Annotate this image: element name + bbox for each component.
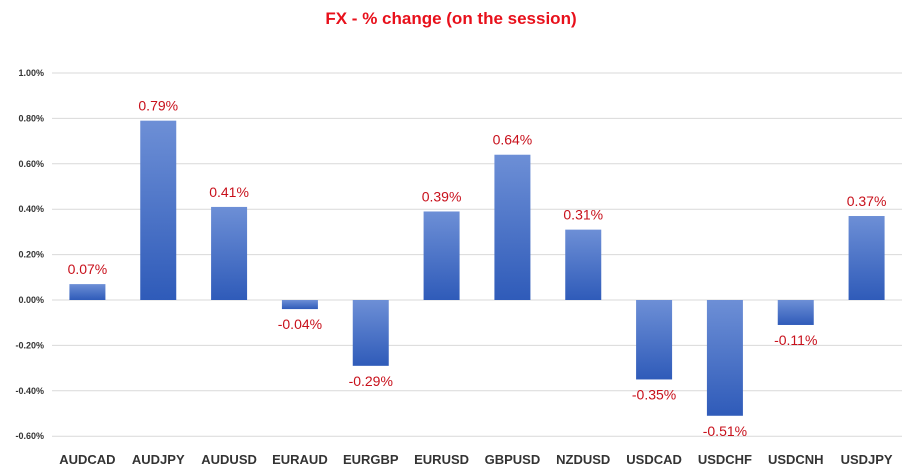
data-label: -0.35% <box>632 386 676 402</box>
data-label: 0.31% <box>563 207 603 223</box>
data-label: -0.51% <box>703 423 747 439</box>
category-label: EURAUD <box>272 452 328 467</box>
data-label: 0.39% <box>422 188 462 204</box>
category-label: USDCHF <box>698 452 752 467</box>
category-label: NZDUSD <box>556 452 610 467</box>
data-label: 0.41% <box>209 184 249 200</box>
bar-audcad <box>69 284 106 300</box>
y-axis-ticks: 1.00% 0.80% 0.60% 0.40% 0.20% 0.00% -0.20% -0.4… <box>15 68 44 441</box>
data-label: 0.37% <box>847 193 887 209</box>
y-tick-label: -0.60% <box>15 431 44 441</box>
bar-eurusd <box>423 211 460 300</box>
y-tick-label: 0.60% <box>18 159 44 169</box>
data-label: -0.11% <box>774 332 817 348</box>
y-tick-label: 0.20% <box>18 250 44 260</box>
bar-nzdusd <box>565 229 602 300</box>
bar-usdcnh <box>777 300 814 325</box>
y-tick-label: -0.40% <box>15 386 44 396</box>
category-label: USDCNH <box>768 452 824 467</box>
data-label: -0.29% <box>349 373 393 389</box>
bar-euraud <box>281 300 318 310</box>
x-axis-categories: AUDCAD AUDJPY AUDUSD EURAUD EURGBP EURUSD GBPU… <box>59 452 893 467</box>
y-tick-label: 0.00% <box>18 295 44 305</box>
category-label: AUDUSD <box>201 452 257 467</box>
bars <box>69 120 885 416</box>
y-tick-label: -0.20% <box>15 340 44 350</box>
data-label: -0.04% <box>278 316 322 332</box>
category-label: EURUSD <box>414 452 469 467</box>
category-label: AUDJPY <box>132 452 185 467</box>
y-tick-label: 0.40% <box>18 204 44 214</box>
category-label: USDCAD <box>626 452 682 467</box>
category-label: USDJPY <box>841 452 893 467</box>
category-label: GBPUSD <box>485 452 541 467</box>
category-label: AUDCAD <box>59 452 115 467</box>
bar-gbpusd <box>494 154 531 300</box>
bar-usdchf <box>706 300 743 416</box>
bar-eurgbp <box>352 300 389 366</box>
bar-audusd <box>211 206 248 300</box>
data-label: 0.79% <box>138 98 178 114</box>
data-label: 0.07% <box>68 261 108 277</box>
gridlines <box>52 72 902 437</box>
data-label: 0.64% <box>493 132 533 148</box>
bar-usdcad <box>636 300 673 380</box>
data-labels: 0.07% 0.79% 0.41% -0.04% -0.29% 0.39% 0.64% 0.3… <box>68 98 887 439</box>
chart-title: FX - % change (on the session) <box>325 9 577 28</box>
y-tick-label: 1.00% <box>18 68 44 78</box>
bar-usdjpy <box>848 216 885 300</box>
bar-audjpy <box>140 120 177 300</box>
category-label: EURGBP <box>343 452 399 467</box>
y-tick-label: 0.80% <box>18 113 44 123</box>
